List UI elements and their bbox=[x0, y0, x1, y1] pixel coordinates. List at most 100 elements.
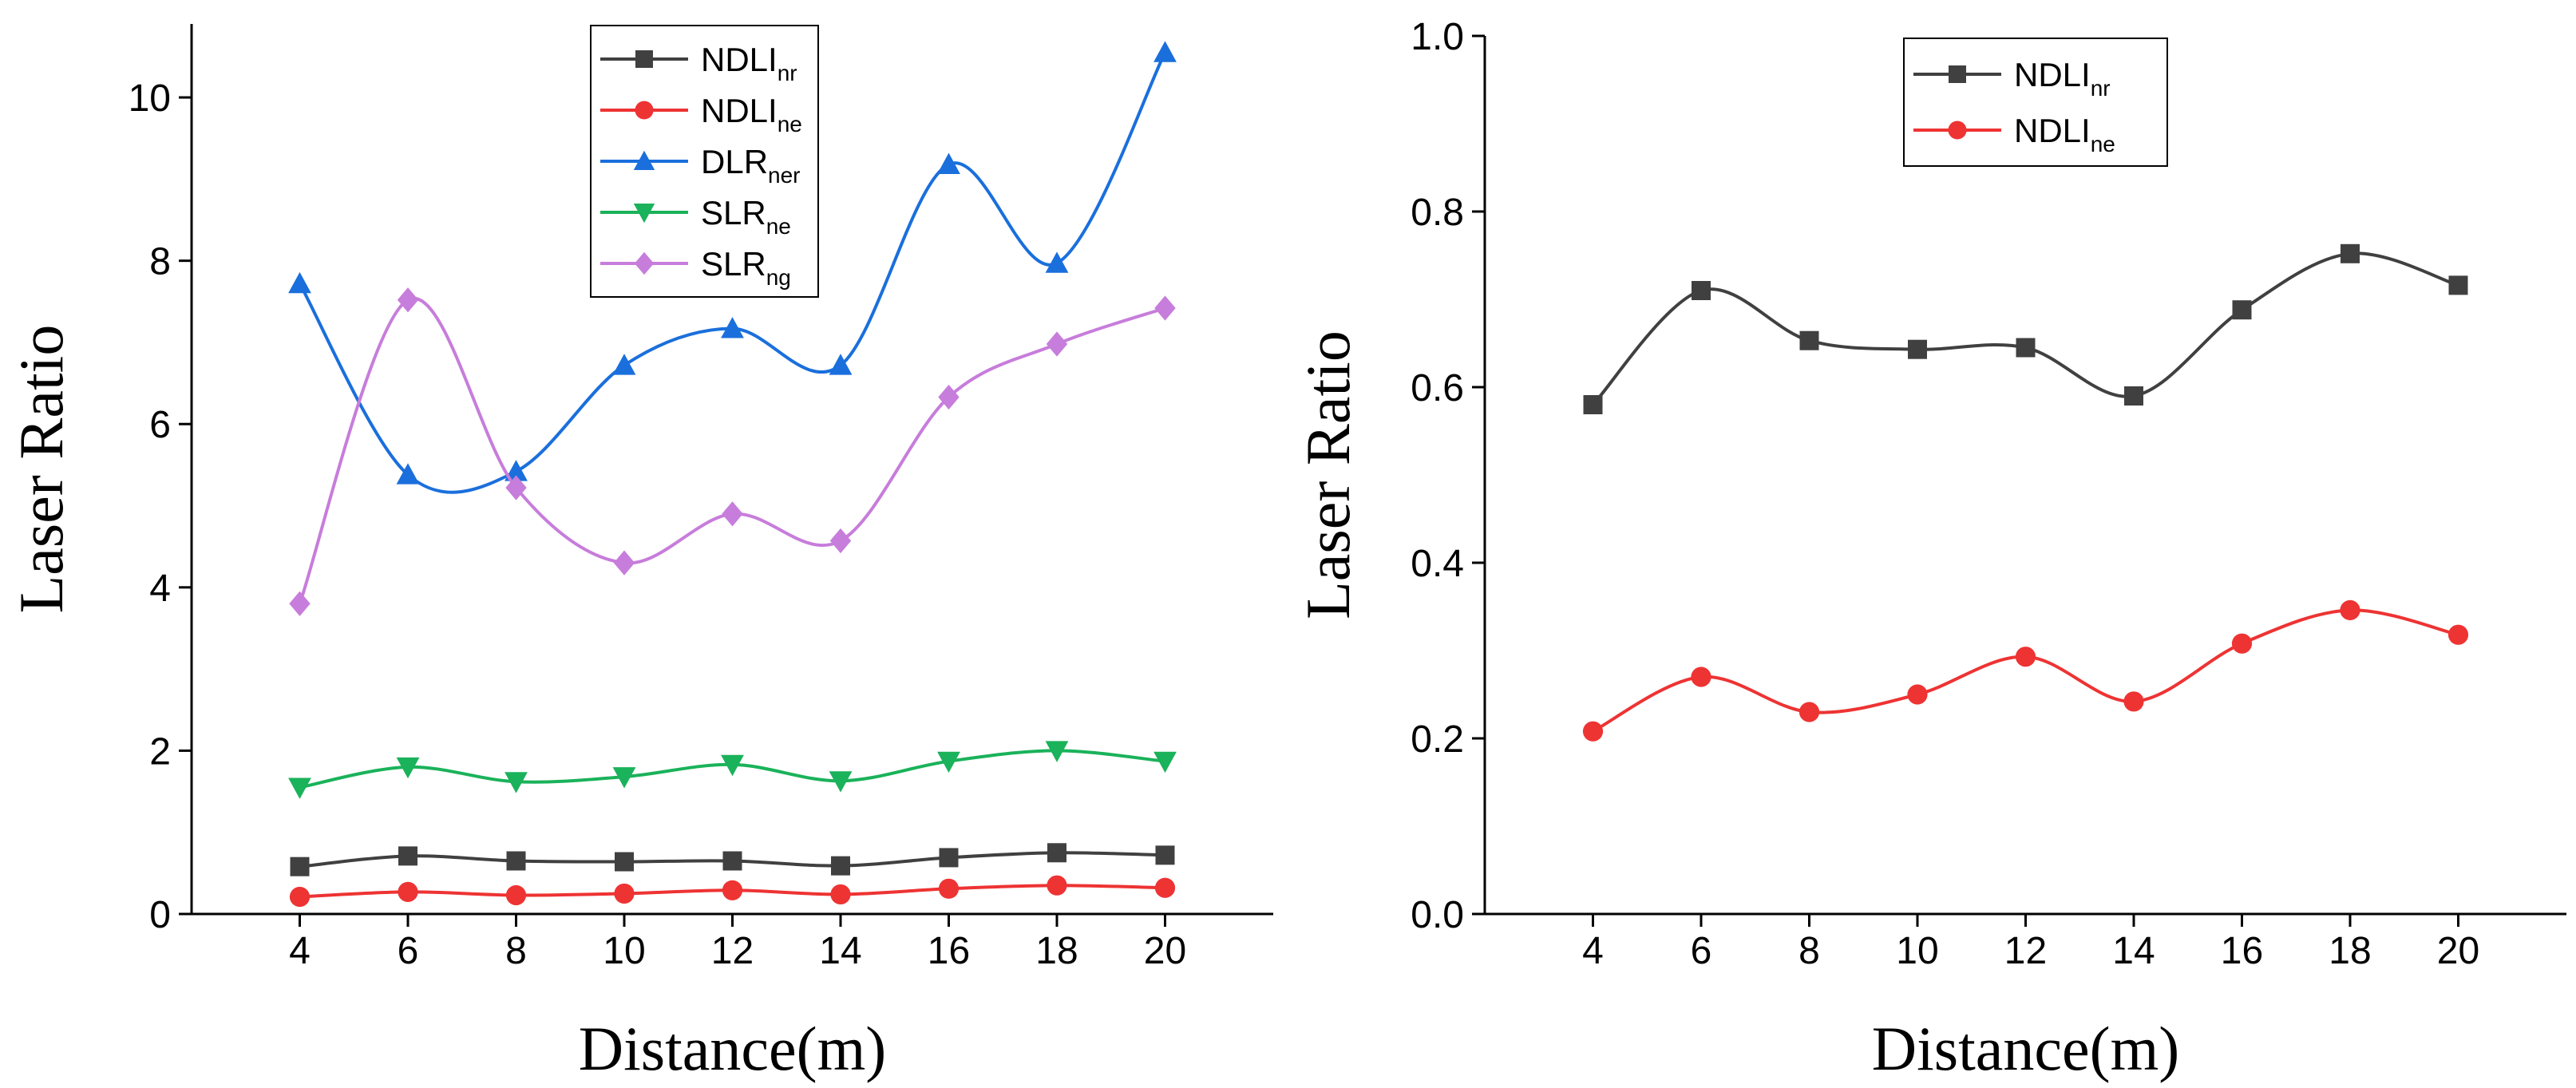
x-tick-label: 16 bbox=[928, 930, 970, 972]
data-point-dlr-ner bbox=[721, 317, 744, 338]
data-point-ndli-ne bbox=[1907, 684, 1928, 705]
legend-marker-ndli-ne bbox=[635, 101, 654, 120]
data-point-ndli-ne bbox=[289, 886, 311, 908]
legend-marker-slr-ng bbox=[634, 251, 655, 275]
data-point-slr-ng bbox=[1154, 295, 1176, 321]
x-tick-label: 12 bbox=[2004, 930, 2047, 972]
series-line-ndli-ne bbox=[1592, 608, 2459, 733]
x-tick-label: 12 bbox=[711, 930, 754, 972]
legend-marker-ndli-nr bbox=[1949, 65, 1966, 83]
data-point-ndli-nr bbox=[1908, 339, 1927, 359]
x-axis-label: Distance(m) bbox=[1872, 1014, 2180, 1083]
data-point-ndli-nr bbox=[2232, 300, 2252, 320]
y-tick-label: 4 bbox=[149, 568, 171, 610]
legend-label-ndli-ne: NDLIne bbox=[2014, 112, 2115, 156]
y-tick-label: 2 bbox=[149, 730, 171, 773]
legend-box bbox=[1903, 38, 2168, 167]
data-point-ndli-nr bbox=[831, 856, 850, 876]
data-point-ndli-nr bbox=[1155, 845, 1175, 865]
data-point-ndli-nr bbox=[1047, 843, 1066, 863]
data-point-ndli-ne bbox=[938, 878, 960, 899]
y-tick-label: 1.0 bbox=[1411, 16, 1464, 58]
data-point-slr-ng bbox=[1046, 331, 1068, 357]
data-point-ndli-ne bbox=[1798, 702, 1820, 722]
data-point-dlr-ner bbox=[1045, 251, 1069, 273]
y-tick-label: 0.2 bbox=[1411, 718, 1464, 761]
data-point-slr-ne bbox=[829, 771, 853, 793]
data-point-dlr-ner bbox=[829, 354, 853, 375]
data-point-ndli-nr bbox=[722, 851, 742, 871]
y-tick-label: 10 bbox=[129, 77, 171, 120]
legend-marker-dlr-ner bbox=[633, 150, 655, 170]
legend-label-ndli-nr: NDLInr bbox=[2014, 56, 2111, 101]
data-point-ndli-nr bbox=[615, 852, 634, 872]
data-point-ndli-nr bbox=[939, 848, 959, 868]
data-point-slr-ng bbox=[505, 475, 527, 500]
y-tick-label: 0.8 bbox=[1411, 192, 1464, 234]
series-line-slr-ng bbox=[298, 296, 1166, 604]
data-point-slr-ne bbox=[1153, 751, 1177, 773]
y-tick-label: 0 bbox=[149, 894, 171, 936]
data-point-ndli-ne bbox=[614, 883, 635, 904]
data-point-ndli-nr bbox=[1799, 330, 1819, 350]
legend-marker-ndli-ne bbox=[1948, 121, 1967, 140]
legend-label-ndli-nr: NDLInr bbox=[701, 41, 797, 85]
x-tick-label: 10 bbox=[1896, 930, 1938, 972]
data-point-slr-ne bbox=[721, 754, 744, 777]
legend-label-dlr-ner: DLRner bbox=[701, 143, 801, 188]
data-point-ndli-ne bbox=[2015, 647, 2036, 667]
legend-marker-slr-ne bbox=[633, 204, 655, 224]
data-point-dlr-ner bbox=[396, 463, 420, 485]
data-point-ndli-ne bbox=[505, 884, 527, 906]
data-point-slr-ng bbox=[722, 501, 743, 527]
data-point-ndli-nr bbox=[2124, 386, 2143, 406]
y-axis-label: Laser Ratio bbox=[1293, 330, 1363, 619]
data-point-dlr-ner bbox=[288, 271, 311, 294]
x-tick-label: 4 bbox=[289, 930, 311, 972]
data-point-ndli-ne bbox=[1691, 667, 1711, 687]
x-tick-label: 6 bbox=[1691, 930, 1712, 972]
legend-label-slr-ng: SLRng bbox=[701, 245, 791, 290]
x-axis-label: Distance(m) bbox=[579, 1014, 887, 1083]
legend-marker-ndli-nr bbox=[635, 50, 653, 68]
y-tick-label: 0.6 bbox=[1411, 367, 1464, 409]
legend-label-ndli-ne: NDLIne bbox=[701, 92, 802, 136]
data-point-dlr-ner bbox=[1153, 41, 1177, 62]
data-point-slr-ng bbox=[829, 528, 852, 554]
data-point-ndli-ne bbox=[1047, 875, 1067, 896]
x-tick-label: 18 bbox=[1035, 930, 1078, 972]
data-point-slr-ng bbox=[397, 287, 419, 313]
x-tick-label: 14 bbox=[819, 930, 861, 972]
legend: NDLInr NDLIne DLRner SLRne SLRng bbox=[590, 25, 819, 298]
data-point-ndli-ne bbox=[1154, 877, 1176, 898]
data-point-slr-ne bbox=[396, 757, 420, 779]
data-point-ndli-nr bbox=[2448, 275, 2468, 295]
y-tick-label: 8 bbox=[149, 241, 171, 283]
data-point-ndli-ne bbox=[398, 881, 418, 902]
chart-left: 4 6 8 10 12 14 16 18 20 0 2 4 6 8 10 Distance(m) Laser R… bbox=[6, 24, 1273, 1083]
x-tick-label: 20 bbox=[2437, 930, 2479, 972]
data-point-slr-ng bbox=[938, 384, 960, 410]
data-point-ndli-nr bbox=[2016, 338, 2036, 358]
x-tick-label: 10 bbox=[603, 930, 645, 972]
data-point-slr-ng bbox=[613, 550, 635, 576]
y-tick-label: 0.4 bbox=[1411, 543, 1464, 585]
chart-right: 4 6 8 10 12 14 16 18 20 0.0 0.2 0.4 0.6 0.8 1.0 Distanc… bbox=[1293, 16, 2566, 1083]
series-line-ndli-nr bbox=[1592, 251, 2459, 406]
data-point-dlr-ner bbox=[937, 152, 960, 174]
data-point-ndli-ne bbox=[2340, 599, 2360, 621]
data-point-ndli-nr bbox=[506, 851, 526, 871]
data-point-ndli-ne bbox=[2447, 624, 2469, 645]
data-point-slr-ne bbox=[505, 772, 528, 793]
series-line-dlr-ner bbox=[298, 51, 1167, 494]
data-point-dlr-ner bbox=[612, 354, 636, 375]
data-point-ndli-nr bbox=[2341, 243, 2360, 263]
data-point-slr-ne bbox=[288, 777, 311, 799]
x-tick-label: 8 bbox=[1798, 930, 1820, 972]
y-tick-label: 0.0 bbox=[1411, 894, 1464, 936]
x-tick-label: 16 bbox=[2221, 930, 2263, 972]
data-point-ndli-ne bbox=[1582, 721, 1604, 742]
y-tick-label: 6 bbox=[149, 404, 171, 446]
y-axis-label: Laser Ratio bbox=[6, 325, 76, 614]
